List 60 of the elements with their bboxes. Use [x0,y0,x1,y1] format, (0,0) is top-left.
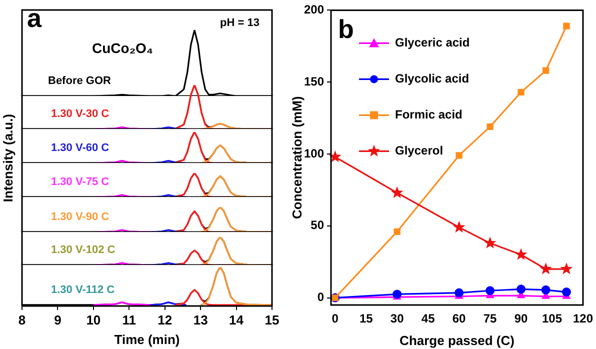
point [484,236,496,248]
x-tick-label: 30 [390,312,404,326]
text: 1.30 V-60 C [51,142,110,154]
x-tick-label: 11 [122,312,136,328]
point [456,152,462,159]
x-tick-label: 45 [421,312,436,326]
annotation: b [338,14,354,44]
x-axis-title: Charge passed (C) [400,332,514,348]
x-tick-label: 12 [158,312,172,328]
point [392,290,402,299]
x-tick-label: 0 [332,312,339,326]
y-tick-label: 200 [304,2,324,17]
text: pH = 13 [220,17,260,29]
point [541,285,550,294]
point [516,284,526,294]
x-tick-label: 105 [542,312,562,326]
point [562,288,571,297]
text: 1.30 V-112 C [51,284,115,296]
y-tick-label: 150 [304,74,324,88]
point [486,123,494,130]
x-tick-label: 75 [483,312,498,326]
point [394,228,400,235]
x-tick-label: 10 [86,312,101,328]
y-axis-title: Intensity (a.u.) [0,113,16,202]
x-tick-label: 60 [452,312,466,326]
legend-label: Glyceric acid [395,36,470,50]
point [452,220,466,233]
legend-label: Glycerol [395,144,444,158]
x-tick-label: 13 [193,312,208,328]
text: 1.30 V-102 C [51,244,116,256]
point [542,67,550,74]
y-tick-label: 50 [310,218,324,232]
point [454,288,464,298]
point [540,262,552,274]
x-tick-label: 8 [18,312,26,328]
chart-title: 1.30 V-90 C [51,211,110,223]
x-tick-label: 120 [572,312,594,326]
point [563,22,570,30]
x-tick-label: 15 [359,312,374,326]
point [514,248,528,260]
point [328,150,342,162]
x-tick-label: 14 [229,312,244,328]
y-tick-label: 100 [304,146,324,160]
y-axis-title: Concentration (mM) [289,96,304,219]
point [390,186,404,198]
text: Before GOR [48,75,111,87]
annotation: a [27,3,42,34]
point [486,286,495,296]
legend-label: Formic acid [395,108,462,122]
annotation: CuCo₂O₄ [92,40,154,56]
point [560,262,573,274]
point [518,88,524,96]
x-tick-label: 90 [514,312,528,326]
x-axis-title: Time (min) [114,332,180,347]
text: 1.30 V-30 C [51,108,110,120]
x-tick-label: 9 [54,312,62,328]
y-tick-label: 0 [317,290,324,304]
chart-title: 1.30 V-75 C [51,176,110,188]
legend-label: Glycolic acid [395,72,470,86]
x-tick-label: 15 [264,312,280,328]
